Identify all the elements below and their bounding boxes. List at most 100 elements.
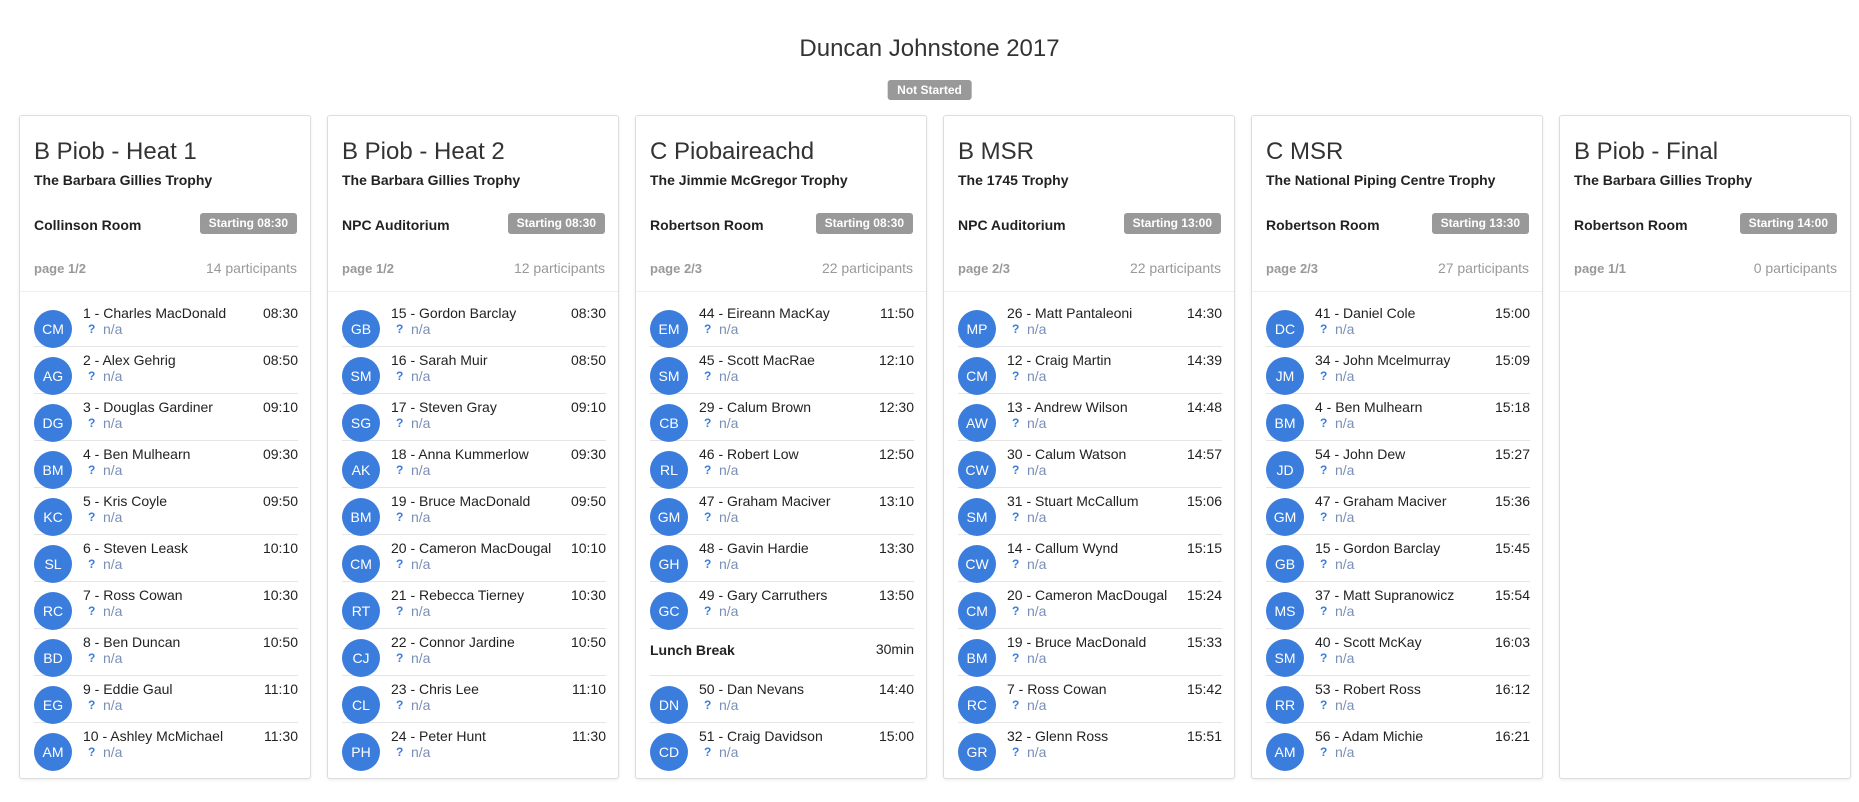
participant-row[interactable]: EG 9 - Eddie Gaul 11:10? n/a — [34, 676, 298, 724]
participant-row[interactable]: SL 6 - Steven Leask 10:10? n/a — [34, 535, 298, 583]
participant-list: GB 15 - Gordon Barclay 08:30? n/a SM 16 - Sar… — [342, 300, 606, 771]
participant-row[interactable]: SM 31 - Stuart McCallum 15:06? n/a — [958, 488, 1222, 536]
performance-time: 15:09 — [1494, 352, 1530, 368]
performance-time: 08:30 — [262, 305, 298, 321]
participant-row[interactable]: AK 18 - Anna Kummerlow 09:30? n/a — [342, 441, 606, 489]
participant-row[interactable]: GM 47 - Graham Maciver 15:36? n/a — [1266, 488, 1530, 536]
participant-row[interactable]: BD 8 - Ben Duncan 10:50? n/a — [34, 629, 298, 677]
result-value: n/a — [103, 368, 123, 384]
participant-row[interactable]: DG 3 - Douglas Gardiner 09:10? n/a — [34, 394, 298, 442]
result-value: n/a — [1335, 650, 1355, 666]
participant-row[interactable]: JD 54 - John Dew 15:27? n/a — [1266, 441, 1530, 489]
participant-row[interactable]: CM 1 - Charles MacDonald 08:30? n/a — [34, 300, 298, 348]
participant-row[interactable]: MS 37 - Matt Supranowicz 15:54? n/a — [1266, 582, 1530, 630]
participant-row[interactable]: CM 12 - Craig Martin 14:39? n/a — [958, 347, 1222, 395]
result-value: n/a — [103, 697, 123, 713]
participant-name: 23 - Chris Lee — [391, 681, 479, 697]
competition-card: B Piob - Heat 1 The Barbara Gillies Troph… — [19, 115, 311, 779]
participant-row[interactable]: CJ 22 - Connor Jardine 10:50? n/a — [342, 629, 606, 677]
avatar: CM — [958, 357, 996, 395]
participant-row[interactable]: JM 34 - John Mcelmurray 15:09? n/a — [1266, 347, 1530, 395]
participant-row[interactable]: CL 23 - Chris Lee 11:10? n/a — [342, 676, 606, 724]
avatar: RC — [958, 686, 996, 724]
participant-row[interactable]: AM 10 - Ashley McMichael 11:30? n/a — [34, 723, 298, 771]
performance-time: 13:50 — [878, 587, 914, 603]
participant-name: 49 - Gary Carruthers — [699, 587, 828, 603]
participant-row[interactable]: MP 26 - Matt Pantaleoni 14:30? n/a — [958, 300, 1222, 348]
question-icon: ? — [396, 322, 404, 336]
participant-name: 22 - Connor Jardine — [391, 634, 515, 650]
participant-row[interactable]: CD 51 - Craig Davidson 15:00? n/a — [650, 723, 914, 771]
participant-row[interactable]: BM 4 - Ben Mulhearn 09:30? n/a — [34, 441, 298, 489]
result-value: n/a — [103, 744, 123, 760]
participant-row[interactable]: CW 30 - Calum Watson 14:57? n/a — [958, 441, 1222, 489]
result-value: n/a — [719, 321, 739, 337]
avatar: BM — [342, 498, 380, 536]
performance-time: 15:18 — [1494, 399, 1530, 415]
participant-name: 2 - Alex Gehrig — [83, 352, 176, 368]
avatar: SM — [650, 357, 688, 395]
question-icon: ? — [396, 369, 404, 383]
participant-row[interactable]: SM 16 - Sarah Muir 08:50? n/a — [342, 347, 606, 395]
participant-row[interactable]: SG 17 - Steven Gray 09:10? n/a — [342, 394, 606, 442]
question-icon: ? — [396, 651, 404, 665]
avatar: GM — [1266, 498, 1304, 536]
avatar: SL — [34, 545, 72, 583]
result-value: n/a — [103, 415, 123, 431]
performance-time: 12:50 — [878, 446, 914, 462]
participant-row[interactable]: KC 5 - Kris Coyle 09:50? n/a — [34, 488, 298, 536]
participant-row[interactable]: DC 41 - Daniel Cole 15:00? n/a — [1266, 300, 1530, 348]
question-icon: ? — [1012, 510, 1020, 524]
participant-row[interactable]: AW 13 - Andrew Wilson 14:48? n/a — [958, 394, 1222, 442]
participant-row[interactable]: AG 2 - Alex Gehrig 08:50? n/a — [34, 347, 298, 395]
result-value: n/a — [1027, 744, 1047, 760]
participant-row[interactable]: AM 56 - Adam Michie 16:21? n/a — [1266, 723, 1530, 771]
start-time-badge: Starting 13:00 — [1123, 213, 1221, 234]
performance-time: 10:30 — [570, 587, 606, 603]
participant-row[interactable]: CM 20 - Cameron MacDougall 15:24? n/a — [958, 582, 1222, 630]
participant-row[interactable]: RL 46 - Robert Low 12:50? n/a — [650, 441, 914, 489]
participant-row[interactable]: BM 19 - Bruce MacDonald 09:50? n/a — [342, 488, 606, 536]
participant-row[interactable]: CM 20 - Cameron MacDougall 10:10? n/a — [342, 535, 606, 583]
avatar: RR — [1266, 686, 1304, 724]
participant-row[interactable]: CW 14 - Callum Wynd 15:15? n/a — [958, 535, 1222, 583]
participant-row[interactable]: SM 45 - Scott MacRae 12:10? n/a — [650, 347, 914, 395]
participant-count: 12 participants — [513, 260, 605, 276]
participant-row[interactable]: RT 21 - Rebecca Tierney 10:30? n/a — [342, 582, 606, 630]
participant-row[interactable]: GM 47 - Graham Maciver 13:10? n/a — [650, 488, 914, 536]
result-value: n/a — [103, 509, 123, 525]
participant-row[interactable]: GC 49 - Gary Carruthers 13:50? n/a — [650, 582, 914, 630]
question-icon: ? — [88, 604, 96, 618]
participant-row[interactable]: GR 32 - Glenn Ross 15:51? n/a — [958, 723, 1222, 771]
participant-row[interactable]: RC 7 - Ross Cowan 10:30? n/a — [34, 582, 298, 630]
page-indicator: page 2/3 — [958, 261, 1011, 276]
start-time-badge: Starting 14:00 — [1739, 213, 1837, 234]
participant-row[interactable]: PH 24 - Peter Hunt 11:30? n/a — [342, 723, 606, 771]
participant-row[interactable]: CB 29 - Calum Brown 12:30? n/a — [650, 394, 914, 442]
participant-row[interactable]: RR 53 - Robert Ross 16:12? n/a — [1266, 676, 1530, 724]
participant-row[interactable]: GB 15 - Gordon Barclay 15:45? n/a — [1266, 535, 1530, 583]
participant-row[interactable]: GH 48 - Gavin Hardie 13:30? n/a — [650, 535, 914, 583]
trophy-name: The National Piping Centre Trophy — [1266, 172, 1496, 188]
participant-name: 47 - Graham Maciver — [699, 493, 831, 509]
participant-row[interactable]: SM 40 - Scott McKay 16:03? n/a — [1266, 629, 1530, 677]
participant-row[interactable]: DN 50 - Dan Nevans 14:40? n/a — [650, 676, 914, 724]
result-value: n/a — [103, 556, 123, 572]
result-value: n/a — [1027, 556, 1047, 572]
participant-row[interactable]: EM 44 - Eireann MacKay 11:50? n/a — [650, 300, 914, 348]
question-icon: ? — [704, 557, 712, 571]
participant-name: 45 - Scott MacRae — [699, 352, 815, 368]
page-indicator: page 1/1 — [1574, 261, 1627, 276]
question-icon: ? — [1320, 745, 1328, 759]
participant-row[interactable]: BM 19 - Bruce MacDonald 15:33? n/a — [958, 629, 1222, 677]
performance-time: 15:54 — [1494, 587, 1530, 603]
participant-row[interactable]: BM 4 - Ben Mulhearn 15:18? n/a — [1266, 394, 1530, 442]
participant-row[interactable]: GB 15 - Gordon Barclay 08:30? n/a — [342, 300, 606, 348]
avatar: CW — [958, 545, 996, 583]
question-icon: ? — [1012, 322, 1020, 336]
result-value: n/a — [103, 650, 123, 666]
divider — [636, 291, 926, 292]
participant-row[interactable]: RC 7 - Ross Cowan 15:42? n/a — [958, 676, 1222, 724]
question-icon: ? — [1320, 416, 1328, 430]
question-icon: ? — [1320, 463, 1328, 477]
